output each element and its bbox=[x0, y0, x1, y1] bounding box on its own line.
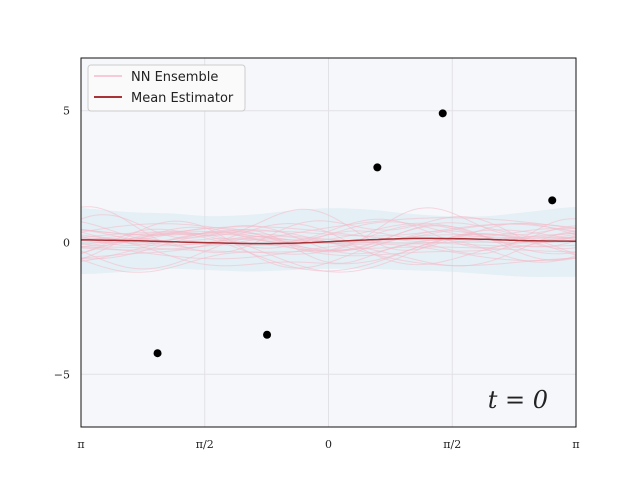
y-tick-labels: 5 0 −5 bbox=[54, 105, 70, 382]
ensemble-line-6 bbox=[80, 217, 577, 251]
data-point-0 bbox=[153, 349, 162, 358]
y-tick-label-0: 5 bbox=[63, 105, 70, 118]
legend-label-nn-ensemble: NN Ensemble bbox=[131, 70, 218, 85]
data-point-3 bbox=[438, 109, 447, 118]
mean-estimator-group bbox=[81, 237, 576, 245]
y-tick-label-1: 0 bbox=[63, 237, 70, 250]
legend: NN Ensemble Mean Estimator bbox=[87, 64, 246, 112]
y-tick-label-2: −5 bbox=[54, 368, 70, 381]
x-tick-labels: π π/2 0 π/2 π bbox=[77, 438, 579, 451]
ensemble-line-18 bbox=[80, 243, 577, 262]
legend-label-mean-estimator: Mean Estimator bbox=[131, 91, 234, 106]
ensemble-line-20 bbox=[80, 208, 577, 254]
legend-box bbox=[87, 64, 246, 112]
ensemble-line-7 bbox=[81, 232, 577, 267]
ensemble-line-15 bbox=[80, 229, 577, 273]
ensemble-line-22 bbox=[80, 225, 577, 247]
plot-frame bbox=[80, 57, 577, 428]
data-point-2 bbox=[373, 163, 382, 172]
mean-estimator-line bbox=[81, 237, 576, 245]
x-tick-label-3: π/2 bbox=[443, 438, 461, 451]
x-tick-label-2: 0 bbox=[325, 438, 332, 451]
x-tick-label-1: π/2 bbox=[196, 438, 214, 451]
time-annotation: t = 0 bbox=[488, 386, 548, 414]
ensemble-line-27 bbox=[80, 224, 577, 273]
x-tick-label-0: π bbox=[77, 438, 84, 451]
data-point-4 bbox=[548, 196, 557, 205]
data-points bbox=[153, 109, 557, 358]
ensemble-line-9 bbox=[80, 225, 577, 261]
x-tick-label-4: π bbox=[572, 438, 579, 451]
data-point-1 bbox=[263, 330, 272, 339]
